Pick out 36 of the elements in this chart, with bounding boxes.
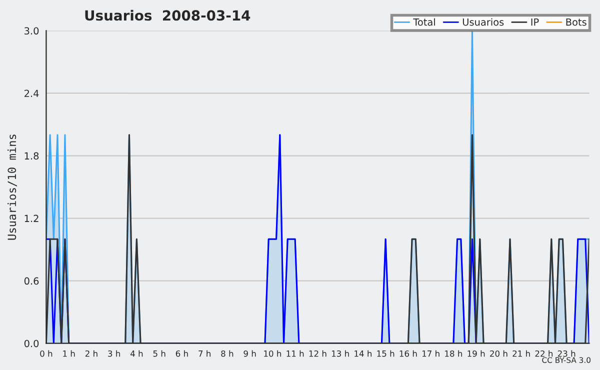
x-tick-label: 14 h	[354, 350, 372, 357]
x-tick-label: 5 h	[153, 350, 166, 357]
chart-title: Usuarios 2008-03-14	[85, 10, 250, 21]
x-tick-label: 6 h	[176, 350, 188, 357]
y-tick-label: 0.6	[24, 277, 39, 285]
x-tick-label: 22 h	[535, 350, 553, 357]
x-tick-label: 17 h	[422, 350, 440, 357]
x-tick-label: 4 h	[130, 350, 143, 357]
legend-label: Bots	[566, 18, 586, 26]
y-tick-label: 3.0	[24, 27, 39, 35]
x-tick-label: 12 h	[309, 350, 326, 357]
y-tick-label: 0.0	[24, 340, 39, 348]
x-tick-label: 10 h	[264, 350, 282, 357]
legend-label: Usuarios	[462, 18, 504, 26]
x-tick-label: 15 h	[377, 350, 394, 357]
x-tick-label: 18 h	[445, 350, 462, 357]
y-tick-label: 1.2	[24, 214, 38, 222]
y-axis-title: Usuarios/10 mins	[7, 134, 17, 240]
x-tick-label: 7 h	[198, 350, 210, 357]
legend-label: IP	[531, 18, 539, 26]
x-tick-label: 16 h	[400, 350, 417, 357]
x-tick-label: 21 h	[512, 350, 530, 357]
x-tick-label: 19 h	[468, 350, 485, 357]
x-tick-label: 8 h	[221, 350, 234, 357]
x-tick-label: 0 h	[40, 350, 52, 357]
legend-label: Total	[413, 18, 435, 26]
x-tick-label: 3 h	[108, 350, 120, 357]
x-tick-label: 13 h	[332, 350, 349, 357]
y-tick-label: 2.4	[24, 90, 39, 97]
x-tick-label: 9 h	[244, 350, 256, 357]
x-tick-label: 23 h	[558, 350, 576, 357]
y-tick-label: 1.8	[24, 152, 39, 160]
x-tick-label: 2 h	[85, 350, 98, 357]
x-tick-label: 11 h	[286, 350, 304, 357]
x-tick-label: 1 h	[63, 350, 75, 357]
x-tick-label: 20 h	[490, 350, 508, 357]
